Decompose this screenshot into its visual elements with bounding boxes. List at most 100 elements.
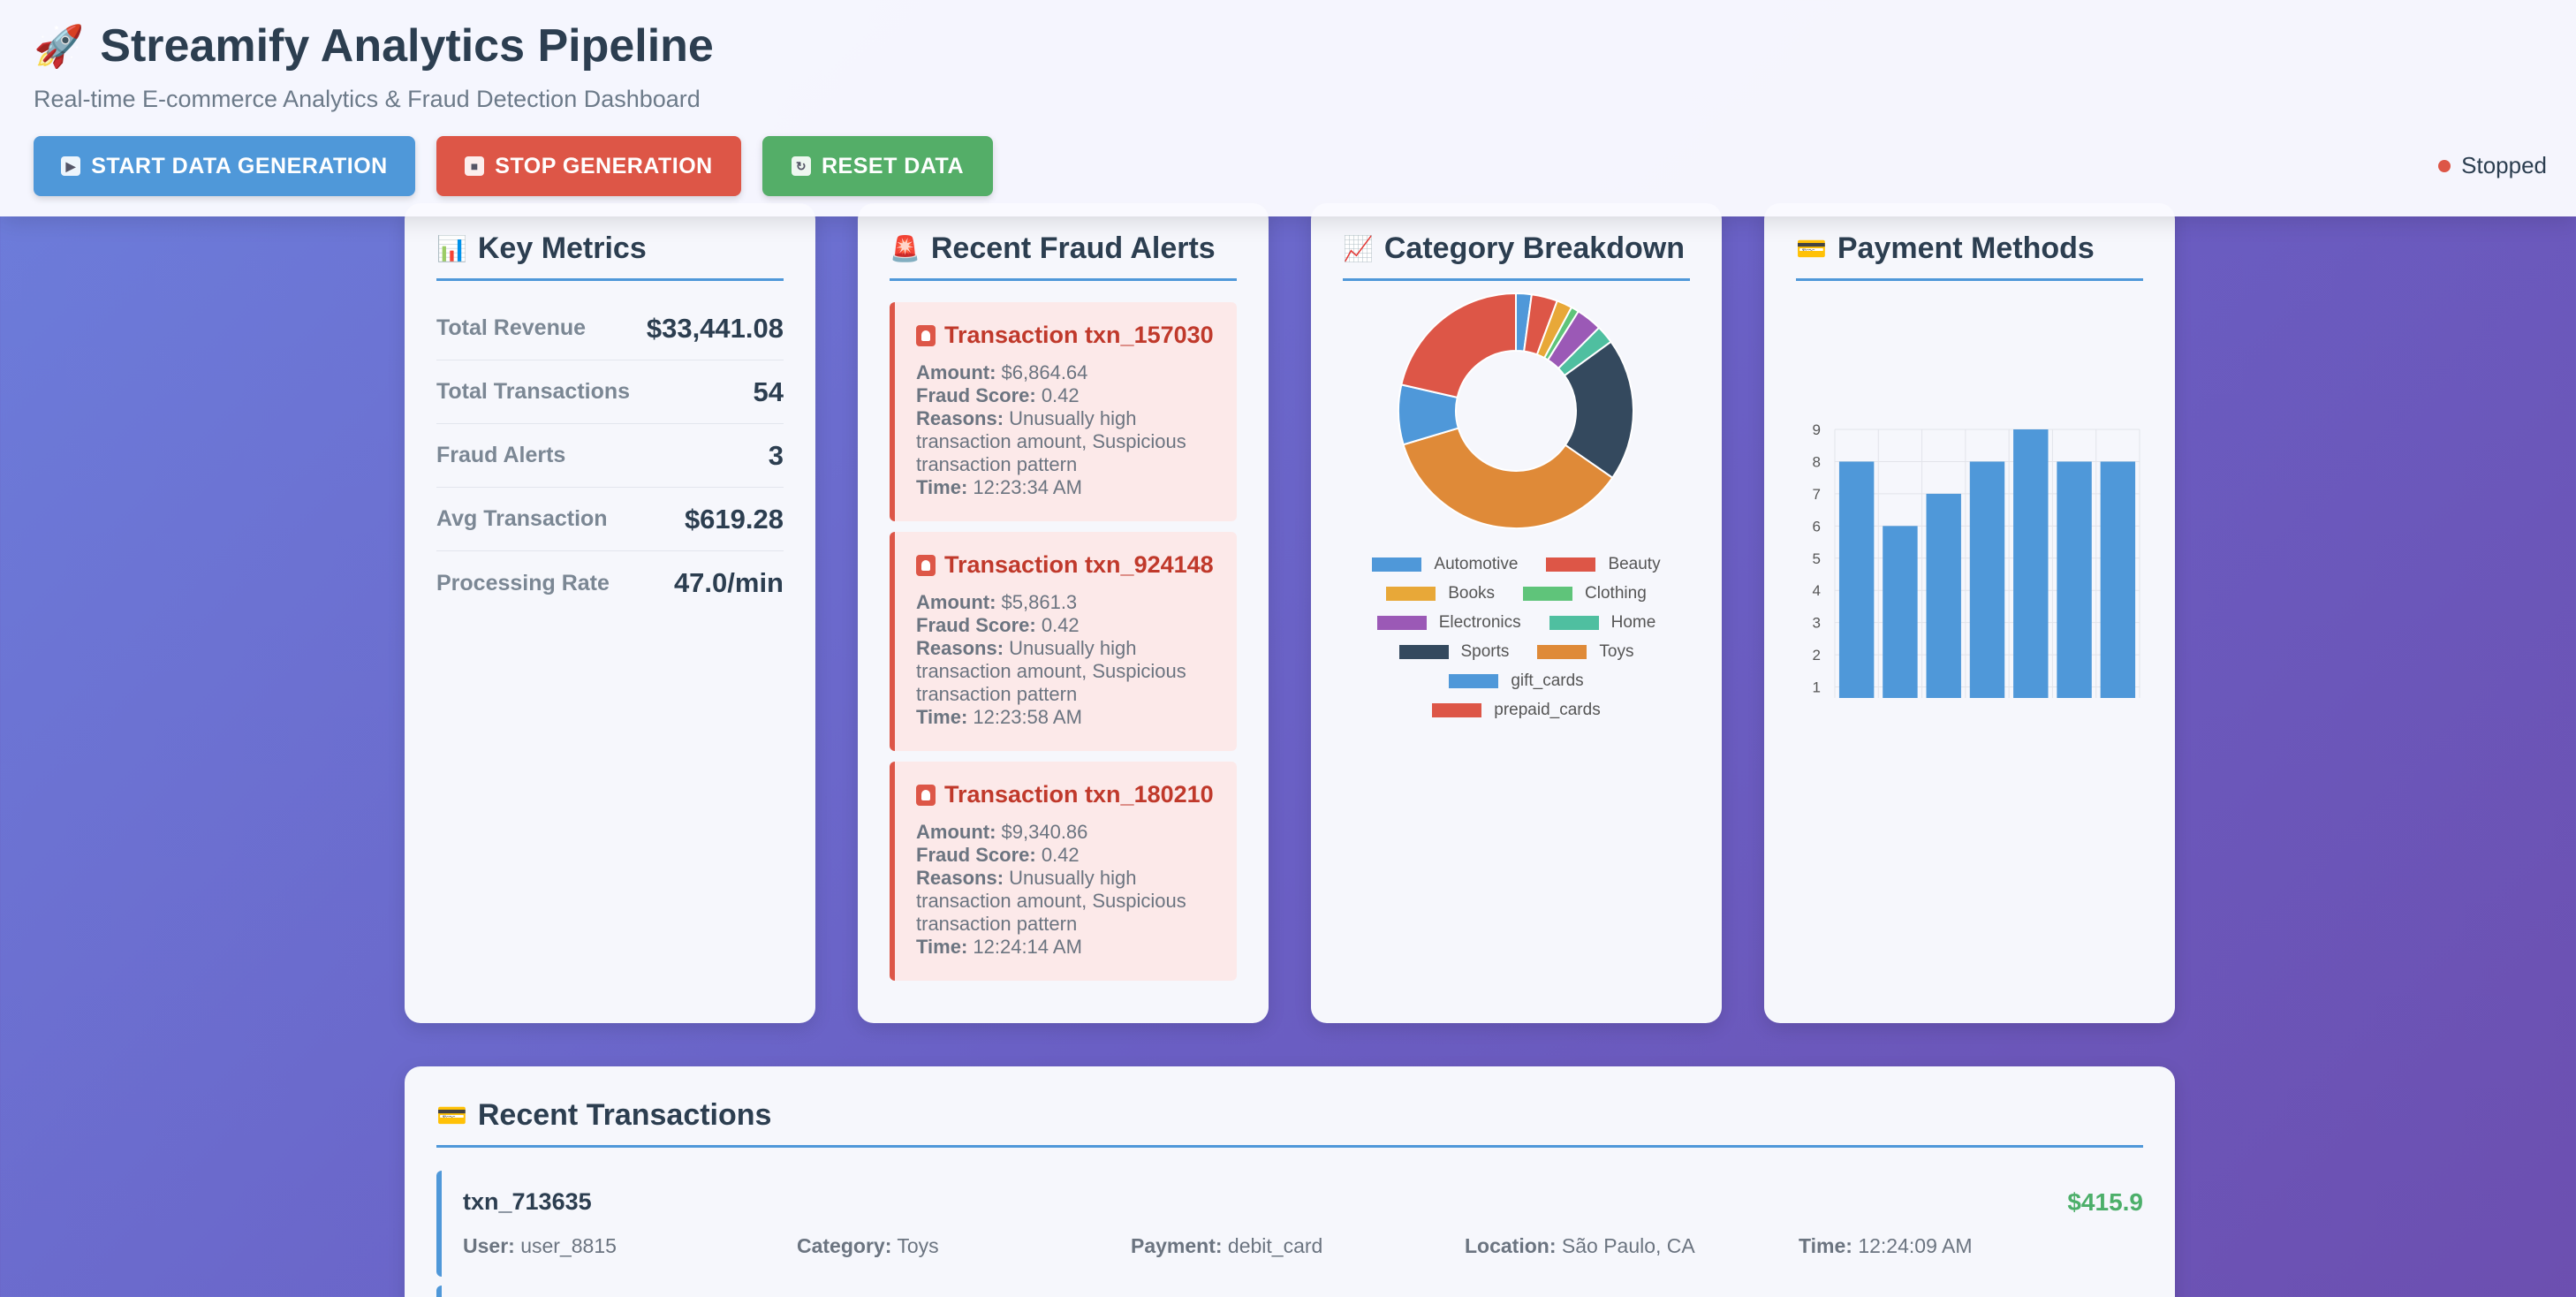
fraud-alert-amount: Amount: $6,864.64 [916, 361, 1216, 384]
bar-cryptocurrency[interactable] [1926, 493, 1961, 698]
fraud-alert-score-label: Fraud Score: [916, 614, 1036, 636]
start-generation-button[interactable]: ▶ START DATA GENERATION [34, 136, 415, 196]
fraud-alert-reasons-label: Reasons: [916, 407, 1004, 429]
transaction-category: Category: Toys [797, 1234, 939, 1258]
y-tick-label: 3 [1813, 615, 1821, 632]
transaction-location: Location: São Paulo, CA [1465, 1234, 1695, 1258]
fraud-alert-amount: Amount: $9,340.86 [916, 821, 1216, 844]
recent-transactions-title: 💳 Recent Transactions [436, 1098, 2143, 1148]
key-metrics-title-text: Key Metrics [477, 231, 647, 265]
legend-label: Home [1610, 612, 1656, 632]
metric-value: $33,441.08 [646, 312, 784, 344]
alarm-icon [916, 554, 936, 576]
transaction-time-value: 12:24:09 AM [1852, 1234, 1973, 1257]
transaction-payment-value: debit_card [1222, 1234, 1323, 1257]
fraud-alert-score: Fraud Score: 0.42 [916, 384, 1216, 407]
status-text: Stopped [2461, 152, 2547, 178]
fraud-alert-time-label: Time: [916, 706, 968, 728]
transaction-amount: $415.9 [2067, 1188, 2143, 1216]
bar-apple-pay[interactable] [1838, 461, 1875, 698]
category-breakdown-card: 📈 Category Breakdown Automotive Beauty Boo… [1311, 203, 1722, 1023]
stop-icon: ■ [465, 156, 485, 176]
reset-data-button[interactable]: ↻ RESET DATA [762, 136, 993, 196]
app-title: 🚀 Streamify Analytics Pipeline [34, 19, 714, 72]
transaction-row[interactable]: txn_713635 $415.9 User: user_8815 Category:… [436, 1171, 2143, 1277]
category-breakdown-title: 📈 Category Breakdown [1343, 231, 1690, 281]
bar-debit-card[interactable] [1969, 461, 2005, 698]
fraud-alert-item[interactable]: Transaction txn_924148 Amount: $5,861.3 Fr… [890, 532, 1237, 751]
donut-slice-prepaid-cards[interactable] [1400, 292, 1517, 399]
transaction-time-label: Time: [1799, 1234, 1852, 1257]
category-legend: Automotive Beauty Books Clothing Electronics… [1311, 550, 1722, 724]
metric-label: Processing Rate [436, 570, 610, 595]
bar-paypal[interactable] [2057, 461, 2092, 698]
metric-row: Total Transactions 54 [436, 360, 784, 424]
legend-label: Beauty [1608, 554, 1661, 573]
fraud-alert-reasons: Reasons: Unusually high transaction amou… [916, 407, 1216, 476]
play-icon: ▶ [61, 156, 81, 176]
bar-google-pay[interactable] [2013, 429, 2049, 698]
legend-item[interactable]: Automotive [1372, 550, 1518, 579]
legend-item[interactable]: Clothing [1523, 579, 1647, 608]
fraud-alert-reasons-label: Reasons: [916, 637, 1004, 659]
status-dot-icon [2438, 159, 2451, 172]
transaction-payment-label: Payment: [1131, 1234, 1223, 1257]
fraud-alert-item[interactable]: Transaction txn_157030 Amount: $6,864.64 F… [890, 302, 1237, 521]
fraud-alert-reasons-label: Reasons: [916, 867, 1004, 889]
y-tick-label: 7 [1813, 486, 1821, 503]
metric-label: Total Transactions [436, 379, 631, 404]
bar-wire-transfer[interactable] [2100, 461, 2136, 698]
y-tick-label: 2 [1813, 647, 1821, 664]
transaction-payment: Payment: debit_card [1131, 1234, 1322, 1258]
fraud-alerts-card: 🚨 Recent Fraud Alerts Transaction txn_15… [858, 203, 1269, 1023]
transaction-user-value: user_8815 [514, 1234, 617, 1257]
fraud-alert-score: Fraud Score: 0.42 [916, 614, 1216, 637]
app-subtitle: Real-time E-commerce Analytics & Fraud D… [34, 86, 701, 112]
legend-label: Electronics [1438, 612, 1521, 632]
legend-item[interactable]: Sports [1398, 637, 1509, 666]
metric-row: Total Revenue $33,441.08 [436, 297, 784, 360]
legend-item[interactable]: Toys [1537, 637, 1634, 666]
fraud-alert-time-label: Time: [916, 476, 968, 498]
metric-value: $619.28 [684, 503, 784, 535]
fraud-alert-amount-value: $5,861.3 [996, 591, 1078, 613]
fraud-alert-time-value: 12:23:58 AM [967, 706, 1082, 728]
legend-item[interactable]: Books [1386, 579, 1495, 608]
legend-label: Clothing [1585, 583, 1647, 603]
legend-swatch [1546, 557, 1596, 572]
legend-item[interactable]: prepaid_cards [1432, 695, 1601, 724]
fraud-alert-reasons: Reasons: Unusually high transaction amou… [916, 637, 1216, 706]
app-title-text: Streamify Analytics Pipeline [100, 20, 714, 72]
legend-swatch [1537, 644, 1587, 659]
fraud-alert-score-value: 0.42 [1035, 384, 1080, 406]
metric-row: Avg Transaction $619.28 [436, 488, 784, 551]
legend-item[interactable]: gift_cards [1449, 666, 1584, 695]
fraud-alert-amount-label: Amount: [916, 361, 996, 383]
legend-item[interactable]: Electronics [1376, 608, 1521, 637]
stop-generation-button[interactable]: ■ STOP GENERATION [436, 136, 741, 196]
key-metrics-card: 📊 Key Metrics Total Revenue $33,441.08 Tot… [405, 203, 815, 1023]
transaction-row-partial[interactable] [436, 1286, 2143, 1297]
credit-card-icon: 💳 [1796, 235, 1827, 262]
transaction-category-label: Category: [797, 1234, 892, 1257]
legend-swatch [1523, 586, 1573, 601]
fraud-alert-title: Transaction txn_924148 [916, 551, 1216, 579]
legend-item[interactable]: Home [1549, 608, 1656, 637]
bar-credit-card[interactable] [1883, 526, 1918, 698]
reset-data-label: RESET DATA [821, 153, 965, 178]
alarm-icon [916, 324, 936, 346]
fraud-alert-title: Transaction txn_180210 [916, 781, 1216, 808]
transaction-fields: User: user_8815 Category: Toys Payment: de… [463, 1234, 2122, 1261]
payment-methods-card: 💳 Payment Methods 0123456789apple_paycre… [1764, 203, 2175, 1023]
legend-item[interactable]: Beauty [1546, 550, 1661, 579]
donut-slice-sports[interactable] [1563, 340, 1634, 480]
transaction-user-label: User: [463, 1234, 515, 1257]
transaction-category-value: Toys [891, 1234, 939, 1257]
fraud-alert-item[interactable]: Transaction txn_180210 Amount: $9,340.86 F… [890, 762, 1237, 981]
fraud-alert-amount-value: $9,340.86 [996, 821, 1088, 843]
legend-swatch [1376, 615, 1427, 630]
donut-slice-toys[interactable] [1402, 427, 1614, 529]
payment-methods-title-text: Payment Methods [1837, 231, 2095, 265]
fraud-alert-score-value: 0.42 [1035, 844, 1080, 866]
fraud-alert-title-text: Transaction txn_157030 [944, 322, 1214, 348]
